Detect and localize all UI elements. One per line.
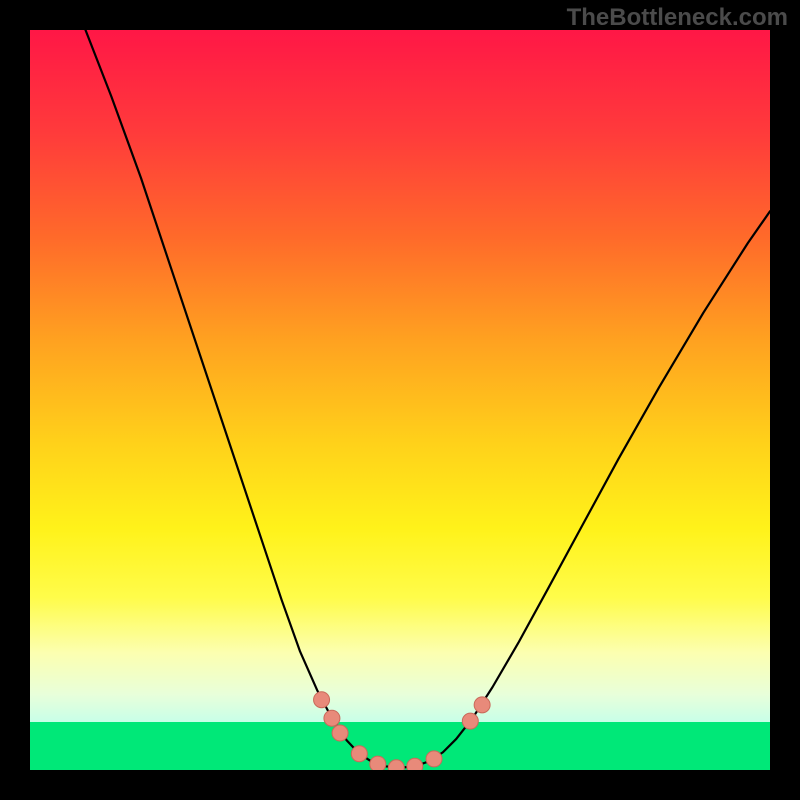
curve-marker [474,697,490,713]
curve-marker [351,746,367,762]
plot-area [30,30,770,770]
curve-marker [324,710,340,726]
curve-marker [332,725,348,741]
chart-frame: TheBottleneck.com [0,0,800,800]
curve-marker [426,751,442,767]
curve-marker [388,760,404,770]
curve-marker [370,756,386,770]
curve-marker [314,692,330,708]
watermark-text: TheBottleneck.com [567,4,788,32]
bottleneck-curve [86,30,771,768]
curve-layer [30,30,770,770]
curve-marker [407,758,423,770]
curve-marker [462,713,478,729]
